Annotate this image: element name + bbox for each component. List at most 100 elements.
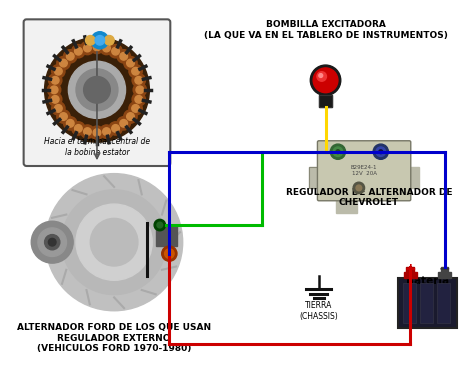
- Circle shape: [136, 86, 144, 94]
- Circle shape: [48, 93, 62, 106]
- Circle shape: [74, 47, 82, 55]
- Circle shape: [127, 113, 134, 121]
- Circle shape: [81, 125, 94, 138]
- Circle shape: [57, 110, 70, 123]
- Circle shape: [103, 128, 110, 135]
- Text: TIERRA
(CHASSIS): TIERRA (CHASSIS): [300, 301, 338, 321]
- Circle shape: [31, 221, 73, 263]
- Circle shape: [83, 77, 110, 103]
- Circle shape: [124, 57, 137, 70]
- Text: B29E24-1
12V  20A: B29E24-1 12V 20A: [351, 166, 377, 176]
- Bar: [420, 283, 433, 323]
- Circle shape: [336, 150, 340, 154]
- Circle shape: [120, 119, 128, 127]
- Bar: [336, 198, 357, 213]
- Bar: [404, 272, 417, 278]
- Text: Hacia el terminal central de
la bobina estator: Hacia el terminal central de la bobina e…: [44, 137, 150, 157]
- Text: BOMBILLA EXCITADORA
(LA QUE VA EN EL TABLERO DE INSTRUMENTOS): BOMBILLA EXCITADORA (LA QUE VA EN EL TAB…: [204, 20, 447, 40]
- Circle shape: [117, 49, 130, 63]
- Circle shape: [64, 117, 77, 130]
- Circle shape: [83, 128, 91, 135]
- Circle shape: [74, 125, 82, 132]
- Text: Batería: Batería: [406, 276, 449, 286]
- Circle shape: [135, 96, 143, 103]
- Circle shape: [81, 41, 94, 55]
- Bar: [319, 94, 332, 107]
- Text: −: −: [439, 262, 450, 276]
- Circle shape: [47, 83, 61, 96]
- Circle shape: [124, 110, 137, 123]
- Bar: [438, 272, 451, 278]
- Circle shape: [52, 102, 65, 115]
- Circle shape: [91, 40, 104, 54]
- Circle shape: [93, 43, 101, 51]
- Circle shape: [379, 150, 383, 154]
- Circle shape: [76, 69, 118, 111]
- Circle shape: [133, 83, 146, 96]
- Circle shape: [319, 74, 323, 77]
- Circle shape: [57, 57, 70, 70]
- Circle shape: [83, 44, 91, 52]
- Circle shape: [91, 218, 138, 266]
- Circle shape: [48, 74, 62, 87]
- Circle shape: [162, 246, 177, 261]
- FancyBboxPatch shape: [318, 141, 411, 201]
- Circle shape: [112, 47, 119, 55]
- Circle shape: [132, 105, 139, 112]
- Bar: [319, 94, 332, 107]
- Circle shape: [120, 52, 128, 60]
- Circle shape: [376, 147, 385, 157]
- Circle shape: [66, 52, 74, 60]
- Circle shape: [51, 77, 59, 84]
- Circle shape: [85, 36, 95, 45]
- Bar: [408, 167, 419, 188]
- Bar: [403, 283, 416, 323]
- Circle shape: [100, 125, 113, 138]
- Circle shape: [313, 68, 338, 93]
- Circle shape: [50, 86, 58, 94]
- Bar: [398, 278, 457, 328]
- Bar: [156, 225, 177, 246]
- Circle shape: [38, 228, 66, 256]
- Circle shape: [95, 36, 105, 45]
- Circle shape: [60, 113, 67, 121]
- Circle shape: [55, 67, 62, 75]
- Circle shape: [45, 38, 149, 142]
- Circle shape: [91, 32, 109, 49]
- FancyBboxPatch shape: [24, 19, 170, 166]
- Circle shape: [62, 190, 166, 295]
- Bar: [310, 167, 321, 188]
- Circle shape: [48, 238, 56, 246]
- Circle shape: [117, 117, 130, 130]
- Circle shape: [333, 147, 343, 157]
- Text: REGULADOR DE ALTERNADOR DE
CHEVROLET: REGULADOR DE ALTERNADOR DE CHEVROLET: [286, 188, 452, 207]
- Circle shape: [76, 204, 152, 280]
- Circle shape: [112, 125, 119, 132]
- Circle shape: [353, 182, 365, 193]
- Bar: [310, 167, 321, 188]
- Circle shape: [64, 49, 77, 63]
- Circle shape: [330, 144, 346, 159]
- Circle shape: [46, 174, 182, 311]
- Text: ALTERNADOR FORD DE LOS QUE USAN
REGULADOR EXTERNO
(VEHICULOS FORD 1970-1980): ALTERNADOR FORD DE LOS QUE USAN REGULADO…: [17, 323, 211, 353]
- Circle shape: [72, 45, 85, 58]
- Bar: [437, 283, 450, 323]
- Text: +: +: [404, 262, 416, 276]
- Circle shape: [52, 65, 65, 78]
- Circle shape: [129, 102, 142, 115]
- Circle shape: [164, 249, 174, 259]
- Circle shape: [100, 41, 113, 55]
- Circle shape: [373, 144, 388, 159]
- Bar: [407, 267, 414, 272]
- Circle shape: [129, 65, 142, 78]
- Circle shape: [93, 129, 101, 137]
- Circle shape: [72, 122, 85, 135]
- Circle shape: [51, 96, 59, 103]
- Circle shape: [91, 126, 104, 140]
- Circle shape: [66, 119, 74, 127]
- Circle shape: [135, 77, 143, 84]
- Circle shape: [103, 44, 110, 52]
- Circle shape: [132, 67, 139, 75]
- Circle shape: [317, 72, 327, 81]
- Circle shape: [127, 59, 134, 67]
